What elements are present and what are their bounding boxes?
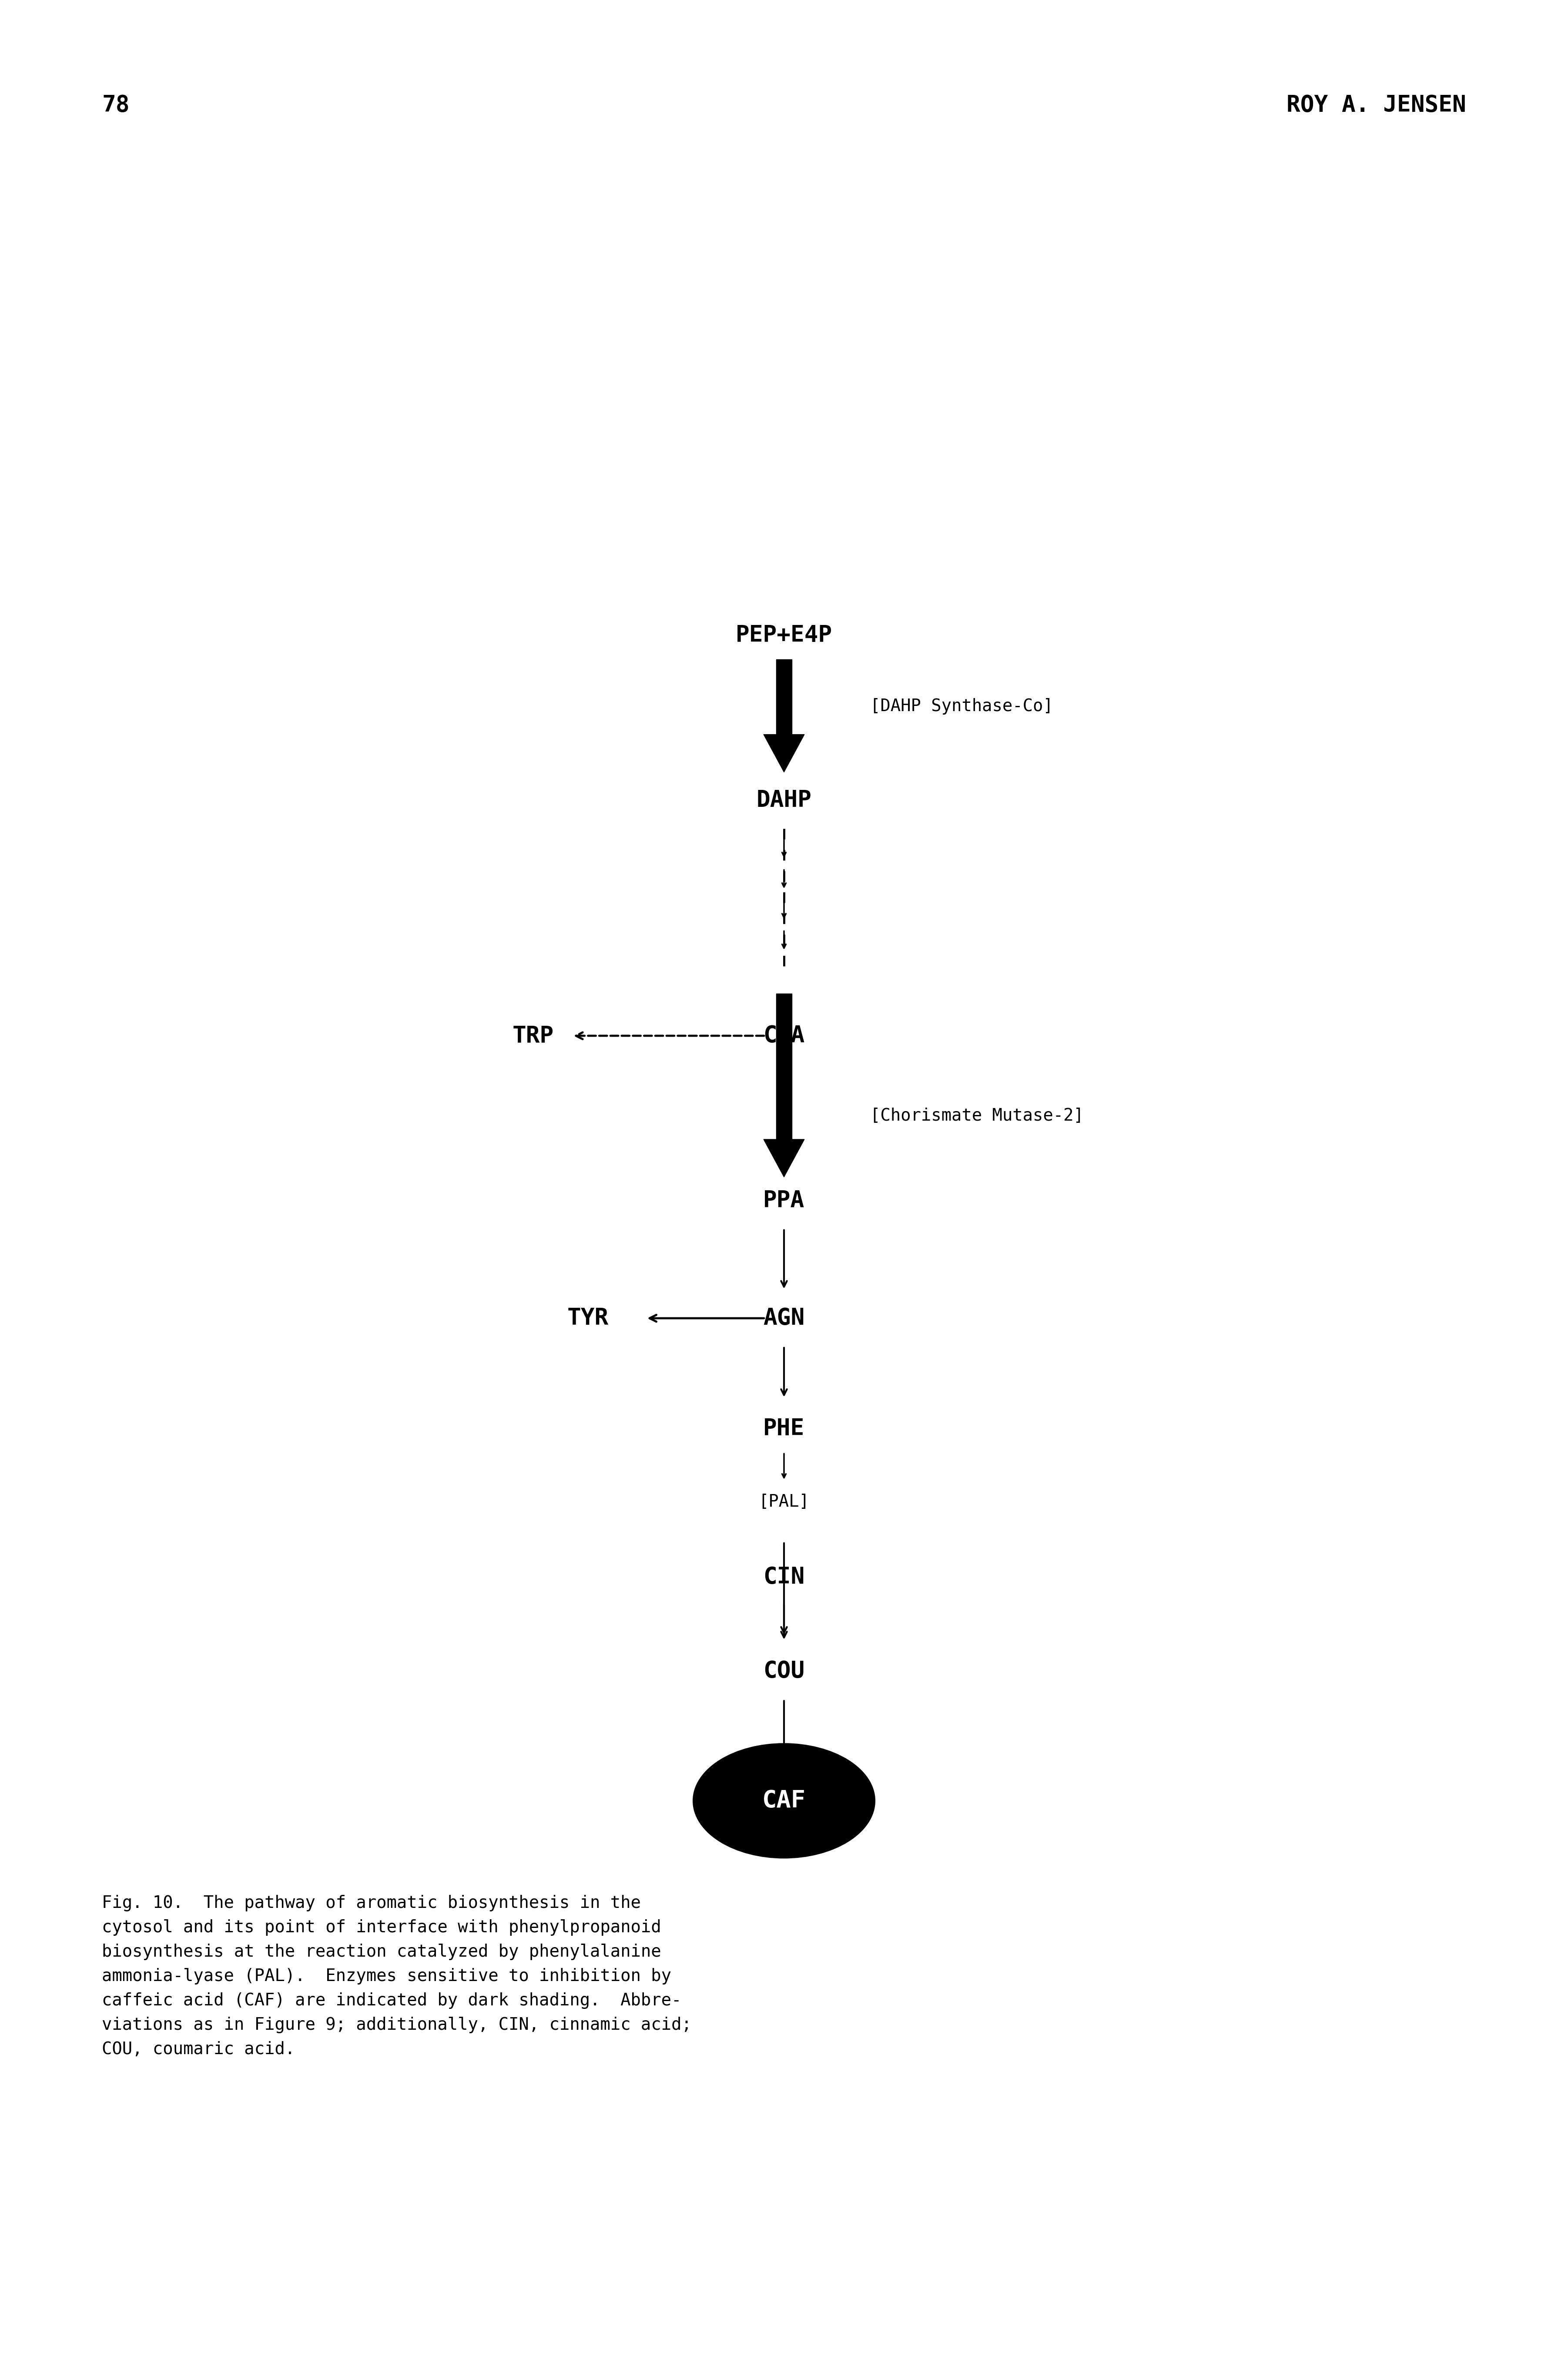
Text: CHA: CHA: [764, 1024, 804, 1048]
Text: PHE: PHE: [764, 1417, 804, 1441]
Polygon shape: [776, 659, 792, 734]
Text: [DAHP Synthase-Co]: [DAHP Synthase-Co]: [870, 697, 1054, 716]
Text: [Chorismate Mutase-2]: [Chorismate Mutase-2]: [870, 1106, 1083, 1125]
Text: CAF: CAF: [762, 1789, 806, 1813]
Text: COU: COU: [764, 1660, 804, 1683]
Text: CIN: CIN: [764, 1565, 804, 1589]
Text: PEP+E4P: PEP+E4P: [735, 624, 833, 647]
Text: AGN: AGN: [764, 1306, 804, 1330]
Text: DAHP: DAHP: [756, 789, 812, 812]
Text: [PAL]: [PAL]: [759, 1492, 809, 1511]
Text: TRP: TRP: [513, 1024, 554, 1048]
Text: ROY A. JENSEN: ROY A. JENSEN: [1286, 94, 1466, 118]
Text: PPA: PPA: [764, 1189, 804, 1212]
Text: TYR: TYR: [568, 1306, 608, 1330]
Polygon shape: [764, 734, 804, 772]
Ellipse shape: [693, 1744, 875, 1857]
Polygon shape: [764, 1139, 804, 1177]
Polygon shape: [776, 993, 792, 1139]
Text: Fig. 10.  The pathway of aromatic biosynthesis in the
cytosol and its point of i: Fig. 10. The pathway of aromatic biosynt…: [102, 1895, 691, 2057]
Text: 78: 78: [102, 94, 130, 118]
